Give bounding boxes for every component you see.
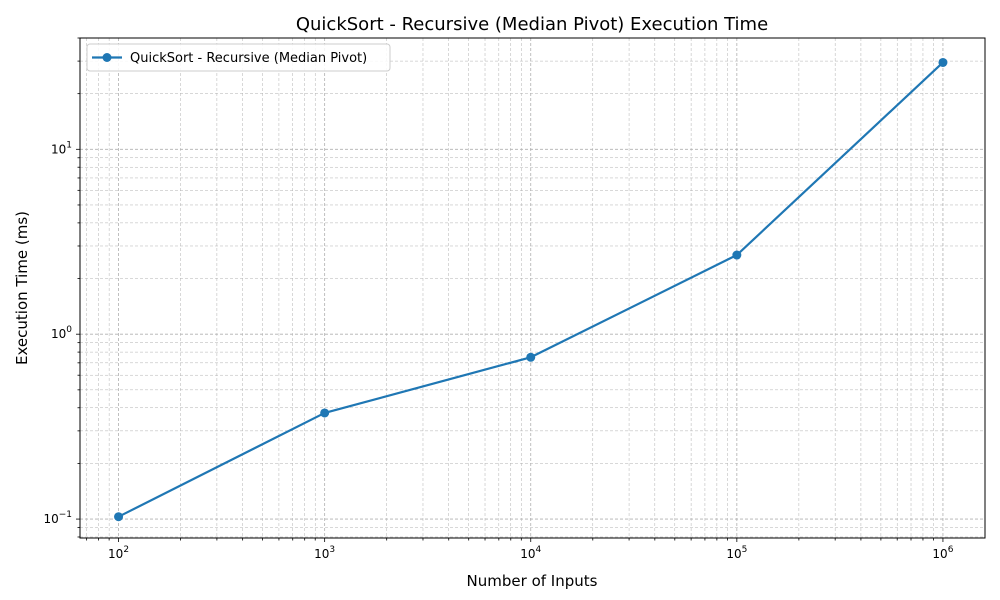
data-point bbox=[732, 250, 742, 260]
axes-frame bbox=[79, 37, 986, 539]
legend: QuickSort - Recursive (Median Pivot) bbox=[86, 43, 391, 72]
legend-label: QuickSort - Recursive (Median Pivot) bbox=[130, 51, 367, 66]
data-point bbox=[526, 352, 536, 362]
chart-title: QuickSort - Recursive (Median Pivot) Exe… bbox=[296, 14, 768, 35]
y-axis-label: Execution Time (ms) bbox=[13, 211, 31, 365]
x-axis-label: Number of Inputs bbox=[467, 572, 598, 590]
data-point bbox=[320, 408, 330, 418]
data-point bbox=[114, 512, 124, 522]
legend-box bbox=[86, 43, 391, 72]
legend-marker-swatch bbox=[102, 53, 112, 62]
data-point bbox=[938, 57, 948, 67]
grid-lines bbox=[80, 37, 985, 538]
series-layer bbox=[114, 57, 948, 522]
